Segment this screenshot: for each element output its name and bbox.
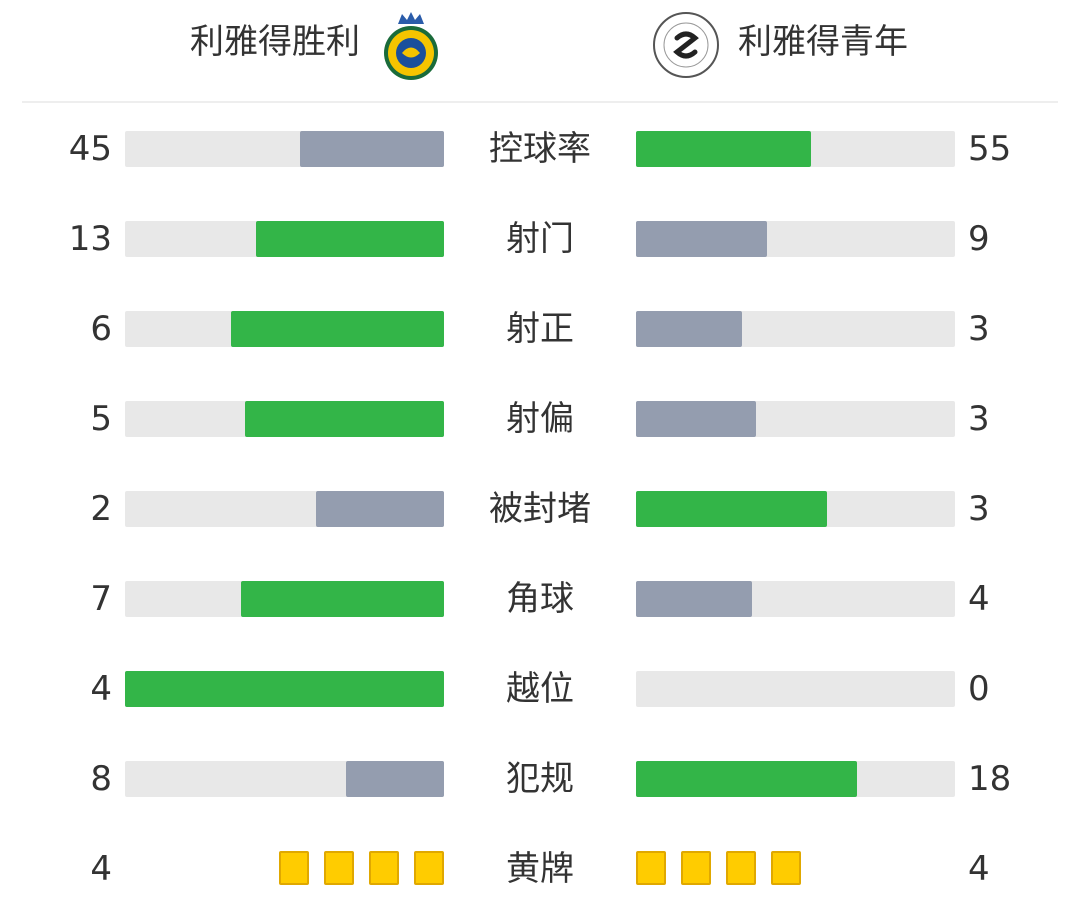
away-track [636,491,955,527]
home-team: 利雅得胜利 [190,22,360,62]
away-track [636,221,955,257]
away-bar [636,491,828,527]
away-value: 0 [968,669,990,709]
home-value: 45 [68,129,112,169]
home-bar [241,581,444,617]
stat-label: 黄牌 [506,849,574,889]
home-bar [125,671,444,707]
away-track [636,671,955,707]
away-value: 3 [968,489,990,529]
away-bar [636,221,767,257]
yellow-card [681,851,711,885]
home-logo [384,12,438,80]
home-value: 13 [68,219,112,259]
yellow-card [279,851,309,885]
home-track [125,581,444,617]
yellow-card [369,851,399,885]
home-track [125,401,444,437]
away-track [636,761,955,797]
away-bar [636,131,812,167]
divider [22,101,1058,103]
home-value: 4 [90,849,112,889]
home-bar [244,401,444,437]
away-value: 55 [968,129,1012,169]
stat-label: 射正 [506,309,574,349]
home-value: 2 [90,489,112,529]
yellow-card [324,851,354,885]
home-bar [255,221,444,257]
away-track [636,401,955,437]
home-value: 4 [90,669,112,709]
home-bar [300,131,444,167]
home-track [125,311,444,347]
away-track [636,131,955,167]
home-value: 5 [90,399,112,439]
stat-label: 射偏 [506,399,574,439]
away-bar [636,401,756,437]
home-value: 7 [90,579,112,619]
home-track [125,761,444,797]
home-value: 6 [90,309,112,349]
away-value: 4 [968,579,990,619]
away-logo [653,12,719,78]
away-value: 3 [968,309,990,349]
yellow-card [771,851,801,885]
stat-label: 犯规 [506,759,574,799]
stat-label: 越位 [506,669,574,709]
away-team: 利雅得青年 [738,22,908,62]
home-track [125,671,444,707]
away-track [636,581,955,617]
stat-label: 被封堵 [489,489,591,529]
home-bar [345,761,444,797]
home-track [125,131,444,167]
away-bar [636,761,857,797]
stat-label: 控球率 [489,129,591,169]
home-bar [231,311,444,347]
home-value: 8 [90,759,112,799]
away-value: 4 [968,849,990,889]
home-bar [316,491,444,527]
home-track [125,221,444,257]
away-value: 18 [968,759,1012,799]
away-track [636,311,955,347]
away-bar [636,581,752,617]
home-track [125,491,444,527]
away-value: 9 [968,219,990,259]
yellow-card [636,851,666,885]
stat-label: 角球 [506,579,574,619]
away-value: 3 [968,399,990,439]
yellow-card [726,851,756,885]
yellow-card [414,851,444,885]
away-bar [636,311,743,347]
stat-label: 射门 [506,219,574,259]
